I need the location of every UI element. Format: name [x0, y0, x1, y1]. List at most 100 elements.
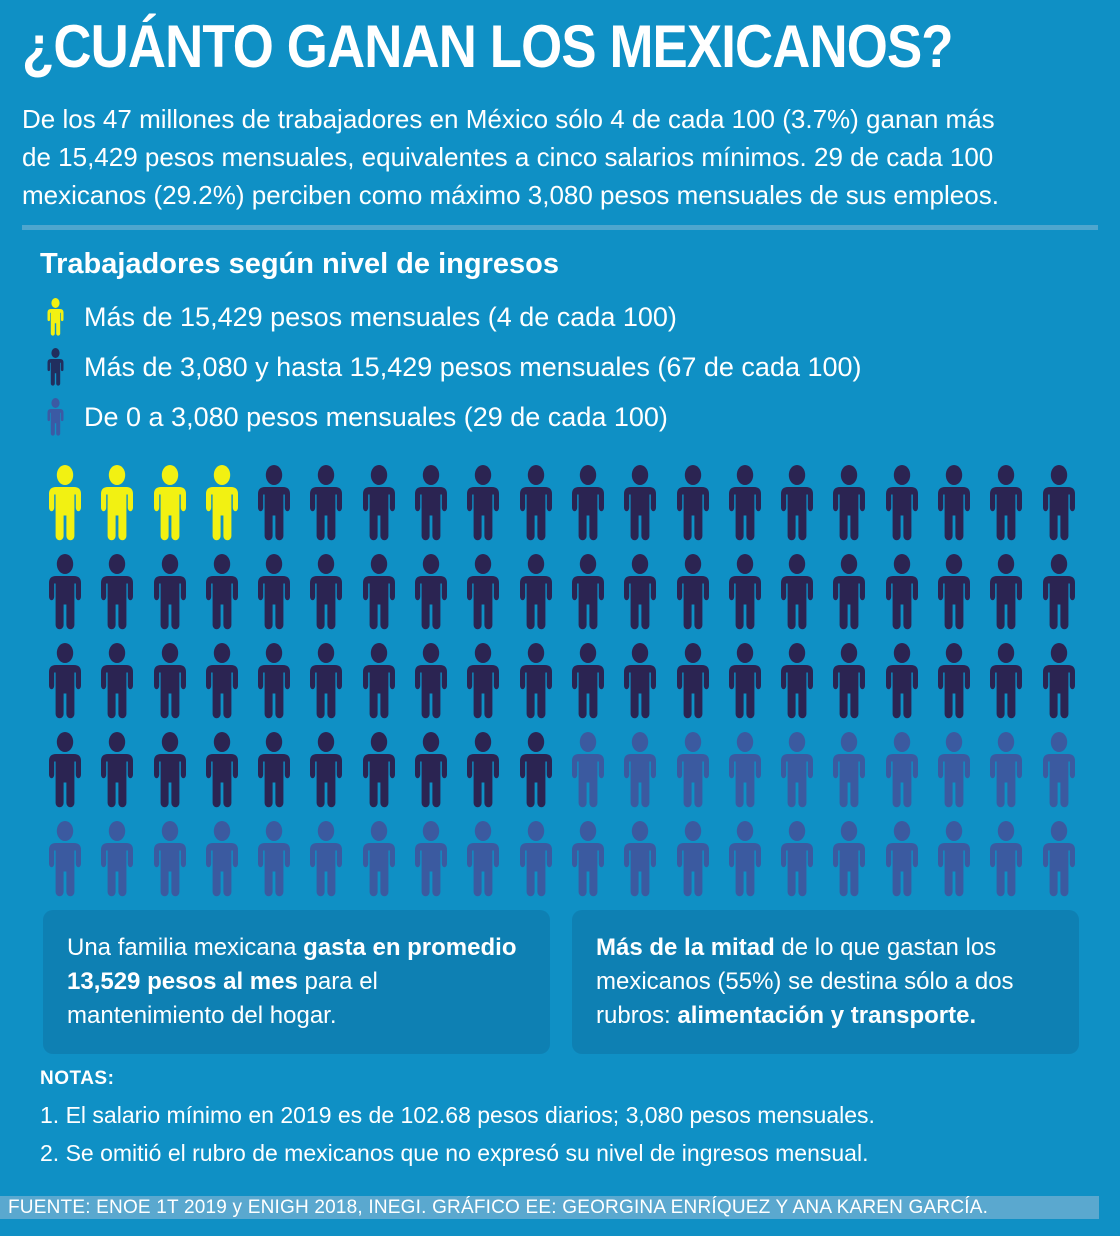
callout-spending-share: Más de la mitad de lo que gastan los mex… [572, 910, 1079, 1054]
person-figure [938, 643, 971, 719]
person-figure [624, 732, 657, 808]
person-figure [781, 821, 814, 897]
person-figure [938, 554, 971, 630]
person-figure [519, 821, 552, 897]
person-figure [833, 643, 866, 719]
person-figure [415, 821, 448, 897]
person-figure [258, 465, 291, 541]
person-figure [101, 554, 134, 630]
person-figure [153, 465, 186, 541]
person-figure [310, 821, 343, 897]
person-figure [571, 465, 604, 541]
callout-text: Una familia mexicana gasta en promedio 1… [67, 934, 517, 1029]
person-figure [990, 554, 1023, 630]
person-figure [571, 554, 604, 630]
person-figure [258, 821, 291, 897]
person-figure [101, 643, 134, 719]
person-icon [47, 398, 64, 436]
person-figure [519, 643, 552, 719]
person-figure [153, 821, 186, 897]
person-figure [990, 465, 1023, 541]
person-figure [415, 465, 448, 541]
person-icon [47, 298, 64, 336]
person-figure [728, 732, 761, 808]
person-figure [885, 554, 918, 630]
person-figure [781, 732, 814, 808]
person-figure [310, 643, 343, 719]
person-figure [362, 554, 395, 630]
person-figure [310, 465, 343, 541]
person-figure [49, 554, 81, 630]
person-figure [49, 821, 81, 897]
person-figure [153, 643, 186, 719]
person-figure [101, 465, 134, 541]
person-figure [833, 732, 866, 808]
person-figure [415, 732, 448, 808]
person-figure [519, 465, 552, 541]
pictogram-row [42, 554, 1120, 630]
legend-label: Más de 3,080 y hasta 15,429 pesos mensua… [84, 351, 862, 382]
person-figure [781, 465, 814, 541]
person-figure [205, 465, 238, 541]
callouts: Una familia mexicana gasta en promedio 1… [43, 910, 1120, 1054]
person-figure [415, 643, 448, 719]
pictogram-row [42, 821, 1120, 897]
legend-label: De 0 a 3,080 pesos mensuales (29 de cada… [84, 401, 668, 432]
person-figure [938, 821, 971, 897]
legend-item-high-income: Más de 15,429 pesos mensuales (4 de cada… [44, 297, 1120, 337]
legend-item-mid-income: Más de 3,080 y hasta 15,429 pesos mensua… [44, 347, 1120, 387]
note-item: 1. El salario mínimo en 2019 es de 102.6… [40, 1102, 875, 1128]
intro-line: De los 47 millones de trabajadores en Mé… [22, 104, 995, 134]
person-figure [938, 465, 971, 541]
person-figure [310, 732, 343, 808]
person-figure [990, 732, 1023, 808]
person-figure [885, 821, 918, 897]
notes-section: NOTAS: 1. El salario mínimo en 2019 es d… [40, 1068, 1120, 1172]
person-figure [676, 465, 709, 541]
person-figure [49, 643, 81, 719]
person-figure [676, 732, 709, 808]
person-figure [624, 465, 657, 541]
person-figure [833, 465, 866, 541]
person-figure [49, 732, 81, 808]
person-figure [728, 821, 761, 897]
person-figure [885, 643, 918, 719]
person-figure [990, 643, 1023, 719]
person-figure [885, 465, 918, 541]
person-figure [833, 554, 866, 630]
person-figure [676, 643, 709, 719]
person-figure [415, 554, 448, 630]
person-figure [519, 554, 552, 630]
person-figure [571, 732, 604, 808]
person-figure [781, 554, 814, 630]
person-figure [362, 821, 395, 897]
person-figure [467, 643, 500, 719]
pictogram-row [42, 643, 1120, 719]
person-figure [624, 821, 657, 897]
person-figure [467, 821, 500, 897]
person-figure [205, 732, 238, 808]
legend-label: Más de 15,429 pesos mensuales (4 de cada… [84, 301, 677, 332]
pictogram-grid [42, 465, 1120, 897]
person-figure [781, 643, 814, 719]
person-figure [1042, 821, 1075, 897]
person-figure [624, 643, 657, 719]
person-figure [990, 821, 1023, 897]
person-figure [1042, 732, 1075, 808]
section-divider [22, 225, 1098, 230]
person-figure [624, 554, 657, 630]
person-figure [101, 732, 134, 808]
callout-text: Más de la mitad de lo que gastan los mex… [596, 934, 1014, 1029]
person-figure [362, 732, 395, 808]
person-figure [571, 821, 604, 897]
chart-title: Trabajadores según nivel de ingresos [40, 248, 559, 280]
person-figure [938, 732, 971, 808]
source-text: FUENTE: ENOE 1T 2019 y ENIGH 2018, INEGI… [8, 1196, 989, 1218]
person-figure [258, 732, 291, 808]
person-figure [1042, 643, 1075, 719]
person-figure [885, 732, 918, 808]
infographic-root: ¿CUÁNTO GANAN LOS MEXICANOS? De los 47 m… [0, 16, 1120, 1236]
person-figure [362, 643, 395, 719]
person-figure [728, 554, 761, 630]
person-figure [676, 821, 709, 897]
